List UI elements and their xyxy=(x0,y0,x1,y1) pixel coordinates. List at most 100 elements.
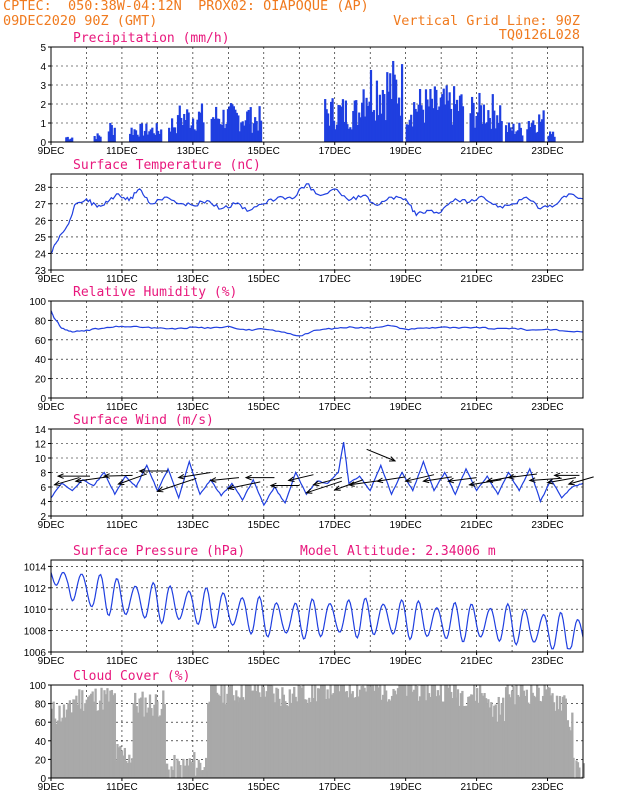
precip-bar xyxy=(68,139,71,142)
cloud-bar xyxy=(322,685,325,778)
precip-bar xyxy=(542,110,545,142)
cloud-bar xyxy=(100,687,103,778)
cloud-bar xyxy=(300,687,304,778)
cloud-bar xyxy=(171,769,175,778)
cloud-bar xyxy=(384,690,388,778)
cloud-bar xyxy=(473,685,476,778)
cloud-ytick-label: 60 xyxy=(35,718,47,729)
precip-bar xyxy=(529,127,532,142)
cloud-bar xyxy=(85,699,88,778)
precip-bar xyxy=(113,127,116,142)
precip-bar xyxy=(257,130,260,142)
cloud-bar xyxy=(503,721,506,778)
rh-series-line xyxy=(50,310,584,337)
wind-arrow xyxy=(228,481,261,489)
precip-bar xyxy=(169,131,172,142)
precip-bar xyxy=(430,98,434,142)
precip-bar xyxy=(259,120,263,142)
cloud-bar xyxy=(141,691,144,778)
cloud-bar xyxy=(341,685,344,778)
cloud-bar xyxy=(356,685,359,778)
precip-bar xyxy=(212,117,215,142)
precip-bar xyxy=(372,110,376,142)
cloud-bar xyxy=(215,692,219,778)
cloud-bar xyxy=(447,687,450,778)
cloud-bar xyxy=(87,696,90,778)
precip-bar xyxy=(148,131,151,142)
precip-bar xyxy=(371,111,374,142)
wind-arrow xyxy=(313,477,342,486)
wind-xtick-label: 17DEC xyxy=(319,520,351,531)
precip-bar xyxy=(400,64,404,142)
cloud-bar xyxy=(51,708,54,778)
cloud-bar xyxy=(211,685,214,778)
cloud-bar xyxy=(240,685,243,778)
cloud-bar xyxy=(395,694,398,778)
precip-bar xyxy=(413,102,416,142)
precip-bar xyxy=(160,129,163,142)
precip-bar xyxy=(225,123,228,142)
precip-bar xyxy=(341,99,345,142)
cloud-bar xyxy=(262,687,265,778)
precip-bar xyxy=(181,124,184,142)
cloud-bar xyxy=(107,701,111,778)
cloud-bar xyxy=(442,701,445,778)
cloud-bar xyxy=(568,726,571,778)
cloud-bar xyxy=(569,730,573,778)
wind-arrow xyxy=(306,480,342,494)
precip-bar xyxy=(232,106,235,142)
pres-model-altitude: Model Altitude: 2.34006 m xyxy=(300,544,496,559)
precip-xtick-label: 19DEC xyxy=(390,146,422,157)
cloud-bar xyxy=(470,694,473,778)
cloud-bar xyxy=(521,685,524,778)
precip-bar xyxy=(136,134,139,142)
cloud-bar xyxy=(55,723,58,778)
cloud-bar xyxy=(496,722,499,778)
precip-bar xyxy=(180,117,183,142)
precip-bar xyxy=(469,113,472,142)
wind-arrow xyxy=(405,474,435,482)
wind-arrow-head xyxy=(507,474,515,480)
cloud-bar xyxy=(224,704,228,778)
rh-ytick-label: 20 xyxy=(35,375,47,386)
cloud-bar xyxy=(487,699,490,778)
cloud-bar xyxy=(56,720,60,778)
wind-arrow-head xyxy=(244,474,252,481)
cloud-bar xyxy=(324,698,328,778)
precip-bar xyxy=(432,108,435,142)
wind-arrow-head xyxy=(404,477,412,483)
cloud-bar xyxy=(540,701,543,778)
cloud-bar xyxy=(58,705,61,778)
precip-bar xyxy=(347,128,350,142)
precip-bar xyxy=(509,127,512,142)
precip-bar xyxy=(183,113,186,142)
cloud-bar xyxy=(555,695,559,778)
precip-bar xyxy=(366,105,370,142)
precip-bar xyxy=(252,123,255,142)
header-location: CPTEC: 050:38W-04:12N PROX02: OIAPOQUE (… xyxy=(3,0,369,14)
cloud-bar xyxy=(432,685,435,778)
cloud-bar xyxy=(512,686,515,778)
cloud-bar xyxy=(110,689,114,778)
cloud-bar xyxy=(383,685,386,778)
cloud-bar xyxy=(200,770,203,778)
precip-bar xyxy=(488,117,491,142)
precip-bar xyxy=(328,125,331,142)
precip-bar xyxy=(200,103,204,142)
precip-bar xyxy=(504,125,508,142)
cloud-bar xyxy=(232,695,235,778)
cloud-bar xyxy=(116,743,119,778)
cloud-bar xyxy=(170,766,173,778)
cloud-bar xyxy=(157,716,161,778)
cloud-bar xyxy=(441,701,444,778)
cloud-bar xyxy=(203,767,206,778)
cloud-bar xyxy=(247,685,251,778)
wind-arrow-head xyxy=(117,479,125,485)
precip-bar xyxy=(249,107,252,142)
precip-bar xyxy=(485,122,488,142)
precip-bar xyxy=(186,109,189,142)
wind-arrow-head xyxy=(156,487,164,493)
precip-bar xyxy=(240,122,243,142)
cloud-bar xyxy=(134,692,137,778)
